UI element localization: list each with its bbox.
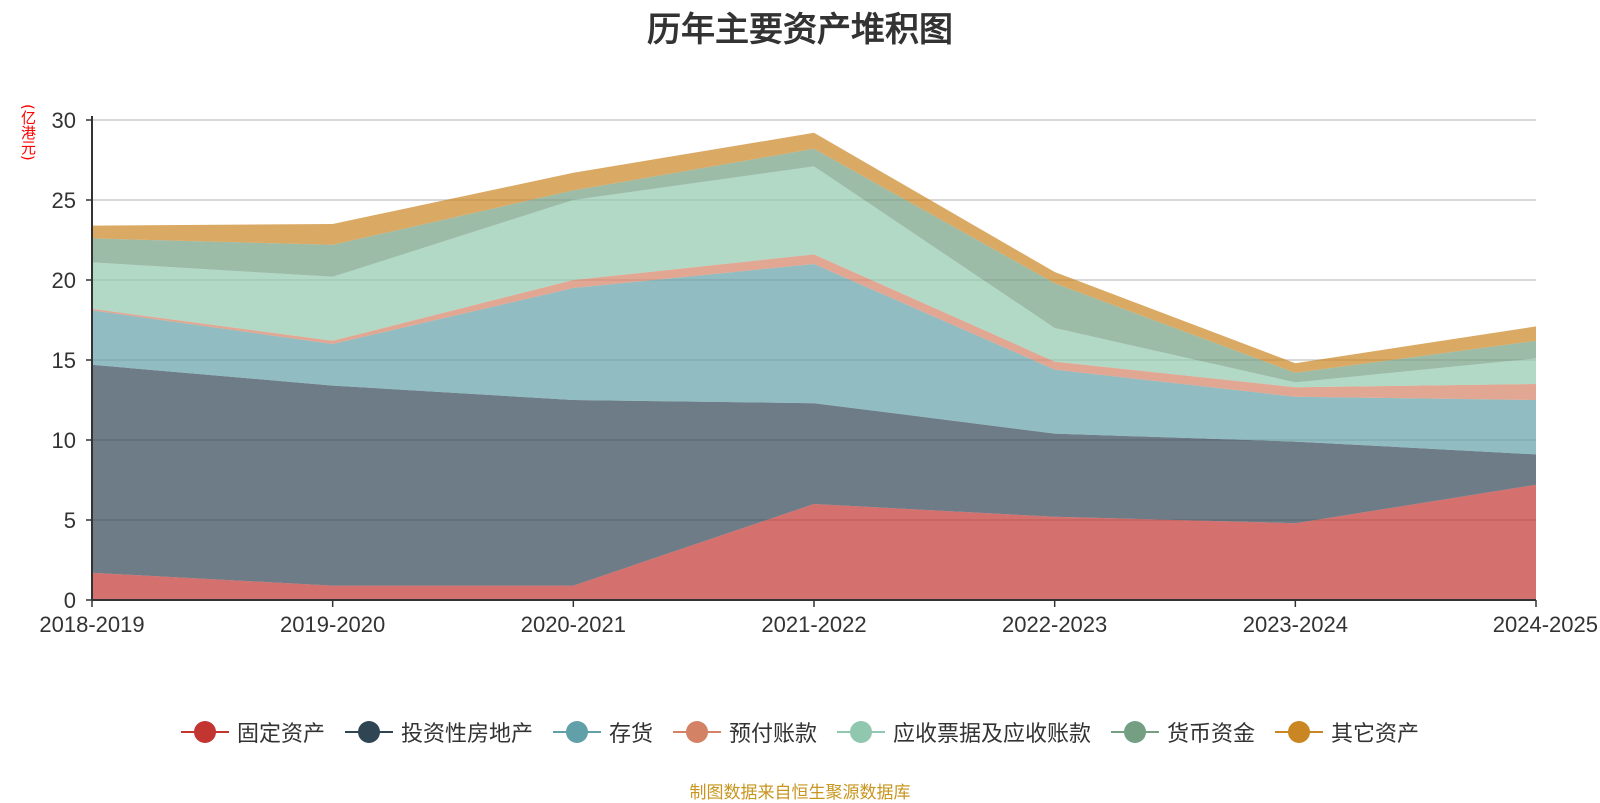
legend-label: 应收票据及应收账款: [893, 722, 1092, 747]
legend-label: 其它资产: [1331, 722, 1420, 747]
legend-item[interactable]: 投资性房地产: [344, 716, 533, 748]
x-tick-label: 2018-2019: [39, 612, 144, 637]
area-series: [92, 132, 1536, 600]
source-note: 制图数据来自恒生聚源数据库: [689, 783, 911, 803]
legend-marker-icon: [1111, 720, 1160, 744]
area-series-3: [92, 264, 1536, 455]
legend-item[interactable]: 存货: [552, 716, 653, 748]
x-tick-label: 2023-2024: [1243, 612, 1348, 637]
y-tick-label: 20: [52, 268, 76, 293]
legend-label: 固定资产: [236, 722, 325, 747]
area-series-2: [92, 364, 1536, 586]
legend-label: 货币资金: [1167, 722, 1256, 747]
x-tick-label: 2020-2021: [521, 612, 626, 637]
y-tick-label: 10: [52, 428, 76, 453]
x-tick-label: 2019-2020: [280, 612, 385, 637]
legend-item[interactable]: 固定资产: [180, 716, 325, 748]
legend-item[interactable]: 其它资产: [1275, 716, 1419, 748]
legend-item[interactable]: 货币资金: [1111, 716, 1255, 748]
y-axis-unit-label: (亿港元): [19, 104, 37, 161]
legend-label: 存货: [608, 722, 653, 747]
area-series-5: [92, 166, 1536, 388]
x-tick-label: 2024-2025: [1493, 612, 1598, 637]
legend-marker-icon: [1275, 720, 1324, 744]
legend-marker-icon: [344, 720, 393, 744]
y-tick-label: 5: [64, 508, 76, 533]
legend-label: 预付账款: [728, 722, 817, 747]
legend-marker-icon: [180, 720, 229, 744]
legend: 固定资产 投资性房地产 存货 预付账款 应收票据及应收账款 货币资金 其它资产: [0, 716, 1600, 748]
legend-marker-icon: [552, 720, 601, 744]
legend-marker-icon: [837, 720, 885, 744]
x-tick-label: 2021-2022: [761, 612, 866, 637]
y-tick-label: 0: [64, 588, 76, 613]
legend-label: 投资性房地产: [400, 722, 533, 747]
axes: 0 5 10 15 20 25 30 2018-2019 2019-2020 2020-2021 2…: [39, 108, 1598, 637]
chart-title: 历年主要资产堆积图: [647, 10, 953, 50]
area-series-7: [92, 132, 1536, 373]
y-tick-label: 30: [52, 108, 76, 133]
area-series-1: [92, 484, 1536, 600]
y-tick-label: 25: [52, 188, 76, 213]
legend-marker-icon: [672, 720, 721, 744]
y-tick-label: 15: [52, 348, 76, 373]
legend-item[interactable]: 预付账款: [672, 716, 817, 748]
x-tick-label: 2022-2023: [1002, 612, 1107, 637]
legend-item[interactable]: 应收票据及应收账款: [837, 716, 1091, 748]
